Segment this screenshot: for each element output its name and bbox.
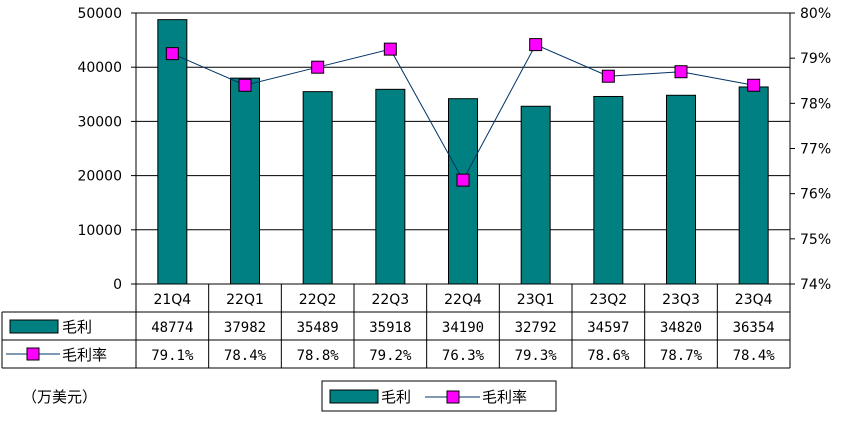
gross-profit-value: 34820 bbox=[660, 320, 702, 336]
bar-22Q2 bbox=[302, 91, 333, 285]
bar-23Q3 bbox=[666, 94, 696, 285]
category-label: 23Q3 bbox=[662, 292, 700, 308]
left-tick-label: 30000 bbox=[77, 114, 122, 130]
row-label-gross-profit: 毛利 bbox=[62, 318, 92, 336]
gross-profit-value: 37982 bbox=[224, 320, 266, 336]
category-label: 23Q4 bbox=[735, 292, 773, 308]
right-tick-label: 77% bbox=[800, 142, 831, 158]
legend-marker-swatch bbox=[446, 390, 460, 404]
left-tick-label: 10000 bbox=[77, 223, 122, 239]
category-label: 22Q2 bbox=[299, 292, 337, 308]
bar-22Q1 bbox=[230, 77, 260, 285]
marker-legend-key bbox=[26, 347, 40, 361]
gross-margin-value: 79.2% bbox=[369, 348, 412, 364]
bar-series-gross-profit bbox=[157, 19, 769, 285]
category-label: 23Q1 bbox=[517, 292, 555, 308]
legend-label-gross-profit: 毛利 bbox=[381, 388, 411, 406]
gross-margin-value: 78.6% bbox=[587, 348, 630, 364]
gross-margin-value: 78.7% bbox=[660, 348, 703, 364]
category-label: 21Q4 bbox=[153, 292, 191, 308]
legend-bar-swatch bbox=[329, 389, 379, 404]
bar-23Q1 bbox=[520, 105, 551, 285]
gross-profit-value: 32792 bbox=[515, 320, 557, 336]
row-label-gross-margin: 毛利率 bbox=[62, 346, 107, 364]
margin-point-22Q3 bbox=[383, 42, 397, 56]
left-axis-tick-labels: 0 10000 20000 30000 40000 50000 bbox=[77, 6, 122, 293]
gross-profit-value: 35489 bbox=[297, 320, 339, 336]
gross-margin-value: 79.1% bbox=[151, 348, 194, 364]
gross-margin-value: 78.8% bbox=[297, 348, 340, 364]
gross-margin-value: 78.4% bbox=[224, 348, 267, 364]
gross-margin-value: 78.4% bbox=[733, 348, 776, 364]
right-tick-label: 80% bbox=[800, 6, 831, 22]
axes bbox=[131, 12, 795, 285]
margin-point-23Q2 bbox=[601, 69, 615, 83]
gross-margin-value: 76.3% bbox=[442, 348, 485, 364]
left-tick-label: 0 bbox=[113, 277, 122, 293]
right-tick-label: 76% bbox=[800, 187, 831, 203]
line-series-gross-margin bbox=[165, 38, 761, 187]
category-label: 22Q4 bbox=[444, 292, 482, 308]
gross-profit-value: 48774 bbox=[151, 320, 193, 336]
margin-point-23Q1 bbox=[529, 38, 543, 52]
margin-point-23Q4 bbox=[747, 78, 761, 92]
left-tick-label: 50000 bbox=[77, 6, 122, 22]
gross-profit-value: 35918 bbox=[369, 320, 411, 336]
left-tick-label: 40000 bbox=[77, 60, 122, 76]
bar-21Q4 bbox=[157, 19, 188, 285]
gross-profit-value: 36354 bbox=[733, 320, 775, 336]
right-axis-tick-labels: 74% 75% 76% 77% 78% 79% 80% bbox=[800, 6, 831, 293]
right-tick-label: 74% bbox=[800, 277, 831, 293]
bar-legend-key bbox=[9, 319, 59, 334]
gross-profit-value: 34597 bbox=[587, 320, 629, 336]
bar-22Q4 bbox=[448, 98, 478, 285]
category-label: 22Q1 bbox=[226, 292, 264, 308]
category-label: 22Q3 bbox=[371, 292, 409, 308]
margin-point-23Q3 bbox=[674, 65, 688, 79]
bar-23Q4 bbox=[738, 86, 769, 285]
right-tick-label: 79% bbox=[800, 51, 831, 67]
right-tick-label: 78% bbox=[800, 96, 831, 112]
margin-point-21Q4 bbox=[165, 47, 179, 61]
legend: 毛利 毛利率 bbox=[321, 380, 557, 412]
margin-point-22Q4 bbox=[456, 173, 470, 187]
margin-point-22Q1 bbox=[238, 78, 252, 92]
gross-profit-value: 34190 bbox=[442, 320, 484, 336]
bar-23Q2 bbox=[593, 95, 624, 285]
right-tick-label: 75% bbox=[800, 232, 831, 248]
data-table: 21Q4 22Q1 22Q2 22Q3 22Q4 23Q1 23Q2 23Q3 23Q4 4877… bbox=[1, 283, 791, 369]
left-tick-label: 20000 bbox=[77, 169, 122, 185]
bar-22Q3 bbox=[375, 88, 406, 285]
unit-note: （万美元） bbox=[22, 388, 97, 406]
margin-point-22Q2 bbox=[311, 60, 325, 74]
legend-label-gross-margin: 毛利率 bbox=[482, 388, 527, 406]
category-label: 23Q2 bbox=[589, 292, 627, 308]
gross-margin-value: 79.3% bbox=[515, 348, 558, 364]
